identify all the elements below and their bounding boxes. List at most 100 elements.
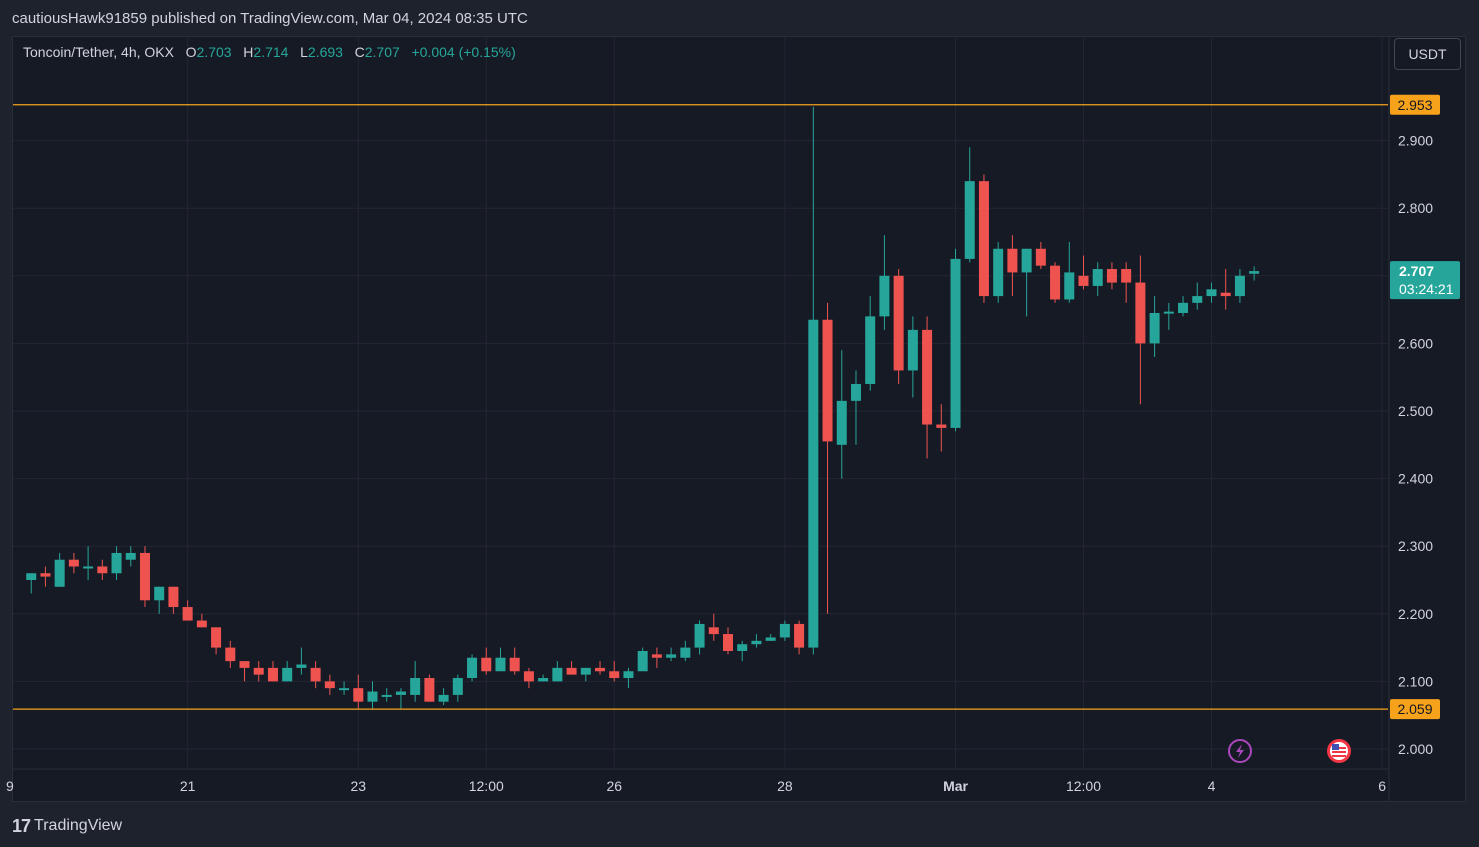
time-axis: 9 21 23 12:00 26 28 Mar 12:00 4 6 (6, 768, 1389, 794)
candle-body (737, 644, 748, 651)
candle-body (566, 667, 577, 675)
price-axis: 2.0002.1002.2002.3002.4002.5002.6002.700… (1388, 37, 1460, 802)
candle-body (1220, 292, 1231, 297)
candle (623, 667, 634, 689)
candle (1220, 269, 1231, 310)
time-tick-label: 28 (777, 778, 793, 794)
candle-body (353, 688, 364, 702)
level-price-label: 2.059 (1397, 701, 1432, 717)
footer-brand[interactable]: 17 TradingView (12, 812, 122, 840)
candle (495, 647, 506, 672)
price-tick-label: 2.000 (1398, 741, 1433, 757)
time-tick-label: 6 (1378, 778, 1386, 794)
bar-countdown-label: 03:24:21 (1399, 281, 1454, 297)
candle (523, 667, 534, 689)
candle (850, 370, 861, 445)
candle (1064, 242, 1075, 303)
candle-body (666, 654, 677, 658)
candle-body (182, 607, 193, 621)
candle-body (836, 400, 847, 445)
candle (765, 634, 776, 641)
candle-body (1078, 275, 1089, 286)
time-tick-label: 12:00 (469, 778, 504, 794)
candle (723, 627, 733, 655)
candle-body (1135, 282, 1146, 344)
candle (139, 546, 150, 608)
candle-body (495, 657, 506, 672)
candle-body (794, 623, 805, 648)
candle (424, 674, 435, 702)
candle-body (751, 640, 762, 645)
candle (794, 620, 805, 655)
candle (751, 634, 762, 648)
time-tick-label: 26 (606, 778, 622, 794)
candle-body (310, 667, 321, 682)
candle (68, 552, 79, 574)
candle-body (54, 559, 65, 587)
candle (367, 681, 378, 709)
candle (1135, 255, 1146, 405)
candle-body (1163, 311, 1174, 314)
last-price-tag (1390, 261, 1460, 300)
candle-body (879, 275, 890, 317)
candle (808, 106, 819, 655)
level-price-label: 2.953 (1397, 97, 1432, 113)
candle (694, 620, 705, 655)
candle-body (481, 657, 492, 672)
symbol-label[interactable]: Toncoin/Tether, 4h, OKX (23, 44, 174, 60)
candle-body (125, 552, 136, 560)
candle (253, 661, 264, 682)
candle-body (1192, 296, 1203, 303)
candle-body (1021, 248, 1032, 273)
candle (481, 647, 492, 675)
candle-body (111, 552, 122, 574)
candle (978, 174, 989, 303)
candle-body (253, 667, 264, 675)
grid (9, 37, 1388, 768)
candle (381, 688, 392, 702)
candle-body (410, 678, 421, 695)
candle-body (765, 637, 776, 641)
currency-unit-button[interactable]: USDT (1394, 38, 1461, 70)
candle-body (936, 424, 947, 428)
candle-body (139, 552, 150, 601)
candle (353, 674, 364, 709)
low-key: L (300, 44, 308, 60)
candle (1106, 262, 1117, 290)
candle-body (296, 664, 307, 668)
candle-body (395, 691, 406, 695)
published-line: cautiousHawk91859 published on TradingVi… (12, 10, 528, 27)
candle-body (779, 623, 790, 638)
high-key: H (243, 44, 254, 60)
candle (83, 546, 94, 580)
candle (1035, 242, 1046, 270)
candle (580, 667, 591, 682)
candle-body (822, 319, 833, 442)
low-value: 2.693 (307, 44, 343, 60)
candle-body (367, 691, 378, 702)
candle-body (808, 319, 819, 648)
candle-body (950, 258, 961, 428)
candle-body (239, 661, 250, 668)
candle (708, 613, 719, 641)
candle (1092, 262, 1103, 297)
candle-body (97, 566, 108, 574)
level-price-tag (1390, 94, 1440, 115)
candle-body (523, 671, 534, 682)
candle (907, 316, 918, 398)
lightning-icon[interactable] (1228, 739, 1252, 763)
candle-body (154, 586, 165, 601)
candle-body (1234, 275, 1245, 297)
time-tick-label: 23 (350, 778, 366, 794)
candle-body (993, 248, 1004, 297)
candle (324, 674, 335, 695)
us-flag-icon[interactable] (1327, 739, 1351, 763)
candle-body (509, 657, 520, 672)
candle (239, 661, 250, 682)
candle-body (1149, 312, 1160, 344)
candle (154, 586, 165, 614)
candle (1021, 248, 1032, 317)
candle-body (694, 623, 705, 648)
candle (54, 552, 65, 587)
